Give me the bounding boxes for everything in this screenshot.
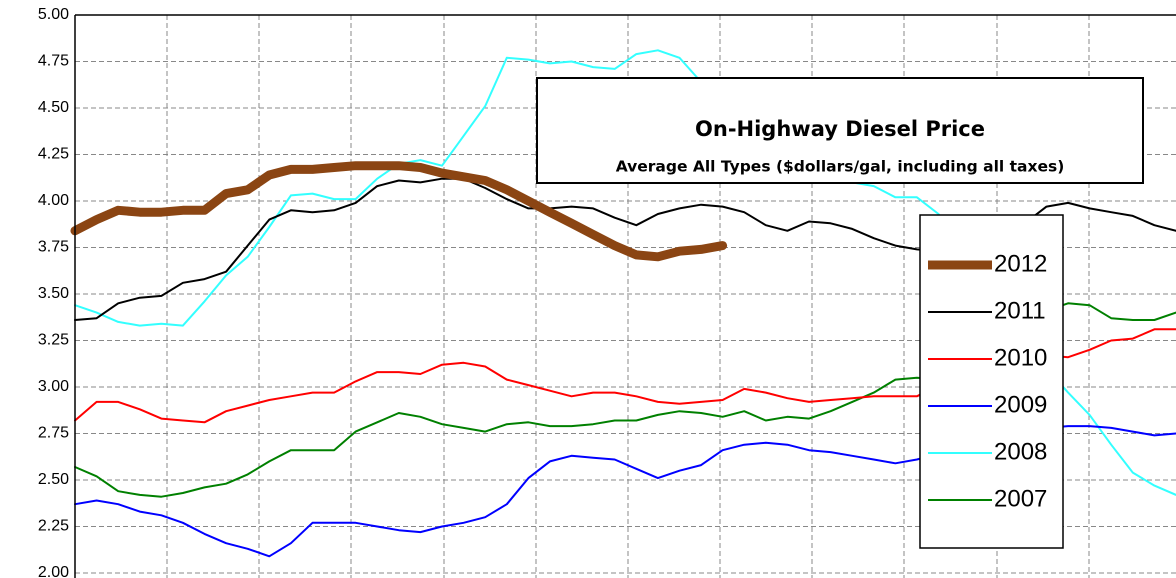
line-series (70, 161, 728, 262)
y-tick-label: 2.50 (38, 471, 69, 488)
title-box (536, 77, 1144, 184)
chart-title: On-Highway Diesel Price (695, 117, 985, 141)
y-tick-label: 3.75 (38, 239, 69, 256)
legend-label: 2010 (994, 344, 1047, 371)
y-tick-label: 4.00 (38, 192, 69, 209)
y-tick-label: 5.00 (38, 6, 69, 23)
legend-box (919, 214, 1064, 549)
y-tick-label: 4.50 (38, 99, 69, 116)
legend-label: 2011 (994, 297, 1046, 324)
legend-label: 2008 (994, 438, 1047, 465)
chart-subtitle: Average All Types ($dollars/gal, includi… (616, 158, 1065, 176)
y-tick-label: 3.25 (38, 332, 69, 349)
y-tick-label: 2.00 (38, 564, 69, 578)
y-tick-label: 2.75 (38, 425, 69, 442)
legend-label: 2007 (994, 485, 1047, 512)
y-tick-label: 3.50 (38, 285, 69, 302)
legend-label: 2012 (994, 250, 1047, 277)
y-tick-label: 4.25 (38, 146, 69, 163)
legend-label: 2009 (994, 391, 1047, 418)
y-tick-label: 4.75 (38, 53, 69, 70)
y-tick-label: 2.25 (38, 518, 69, 535)
y-tick-label: 3.00 (38, 378, 69, 395)
